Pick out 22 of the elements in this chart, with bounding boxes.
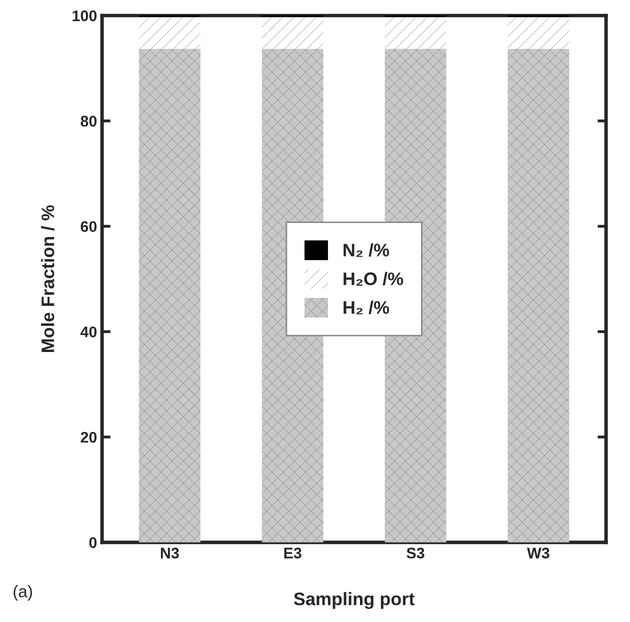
y-tick-label: 80 bbox=[80, 116, 97, 127]
y-tick-label: 0 bbox=[89, 537, 97, 548]
y-tick-label: 60 bbox=[80, 221, 97, 232]
legend-label: H₂O /% bbox=[344, 272, 404, 286]
x-tick-label: W3 bbox=[527, 548, 550, 558]
x-tick-label: E3 bbox=[284, 548, 302, 558]
bar bbox=[262, 17, 324, 49]
bar bbox=[508, 48, 570, 542]
y-tick-label: 100 bbox=[72, 10, 97, 22]
legend-label: H₂ /% bbox=[344, 300, 390, 314]
text: (a) bbox=[14, 585, 32, 601]
y-tick-label: 20 bbox=[80, 432, 97, 443]
x-tick-label: S3 bbox=[406, 548, 424, 558]
x-axis-title: Sampling port bbox=[294, 592, 415, 609]
x-tick-label: N3 bbox=[160, 548, 179, 558]
legend-label: N₂ /% bbox=[344, 243, 390, 257]
bar bbox=[508, 17, 570, 49]
bar bbox=[138, 17, 200, 49]
y-axis-title: Mole Fraction / % bbox=[40, 205, 54, 352]
bar bbox=[138, 48, 200, 542]
bar bbox=[384, 17, 446, 49]
y-tick-label: 40 bbox=[80, 326, 97, 338]
